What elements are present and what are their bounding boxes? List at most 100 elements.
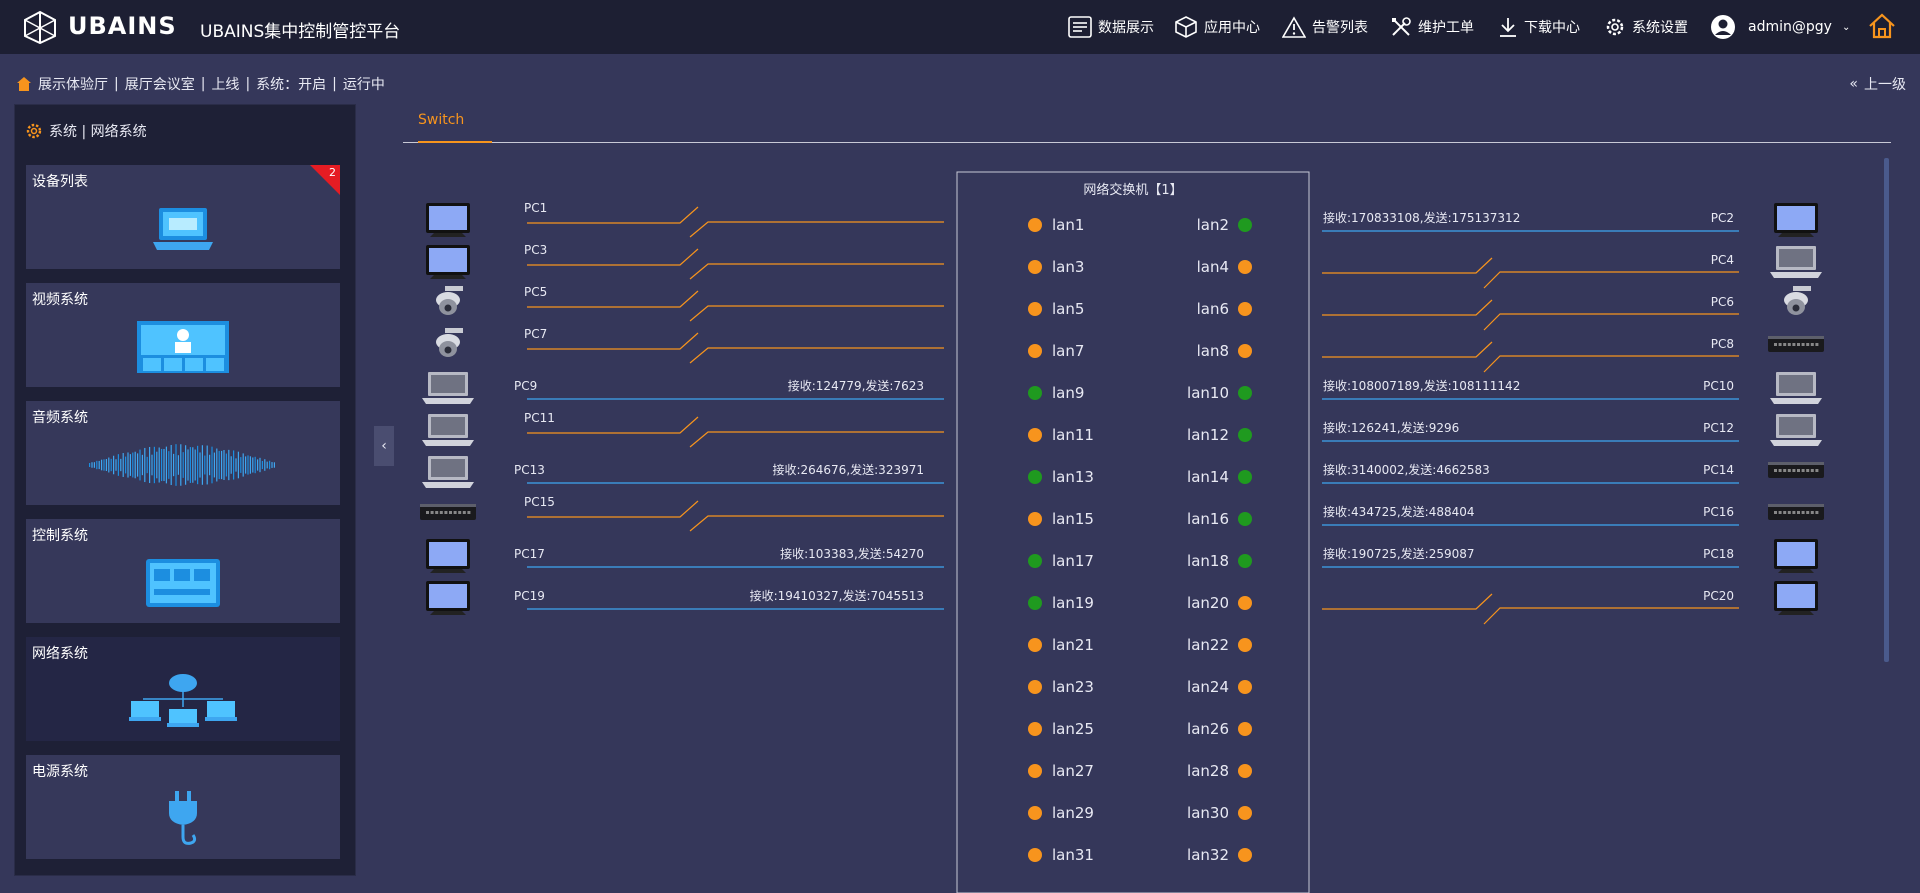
port-label: lan2 (1197, 216, 1229, 234)
port-lan12: lan12 (1187, 426, 1252, 444)
device-name: PC15 (524, 495, 555, 509)
breadcrumb-separator: | (200, 76, 206, 92)
port-status-dot (1028, 722, 1042, 736)
port-lan10: lan10 (1187, 384, 1252, 402)
cube-icon (1175, 16, 1197, 38)
sidebar-card-video-system[interactable]: 视频系统 (26, 283, 340, 387)
scrollbar[interactable] (1884, 158, 1889, 662)
port-status-dot (1028, 806, 1042, 820)
device-pc5[interactable]: PC5 (436, 285, 944, 322)
device-pc14[interactable]: 接收:3140002,发送:4662583 PC14 (1322, 462, 1824, 484)
device-pc13[interactable]: PC13 接收:264676,发送:323971 (422, 456, 944, 488)
port-status-dot (1238, 260, 1252, 274)
breadcrumb-status: 系统：开启 (256, 77, 327, 93)
device-pc9[interactable]: PC9 接收:124779,发送:7623 (422, 372, 944, 404)
port-label: lan20 (1187, 594, 1229, 612)
device-pc16[interactable]: 接收:434725,发送:488404 PC16 (1322, 504, 1824, 526)
device-traffic: 接收:264676,发送:323971 (772, 462, 924, 477)
port-lan25: lan25 (1028, 720, 1094, 738)
device-pc2[interactable]: 接收:170833108,发送:175137312 PC2 (1322, 203, 1818, 237)
user-menu[interactable]: admin@pgy ⌄ (1710, 0, 1850, 54)
device-pc7[interactable]: PC7 (436, 327, 944, 364)
port-lan22: lan22 (1187, 636, 1252, 654)
port-lan30: lan30 (1187, 804, 1252, 822)
breadcrumb-item[interactable]: 展厅会议室 (124, 77, 195, 93)
port-status-dot (1028, 344, 1042, 358)
port-status-dot (1028, 260, 1042, 274)
port-label: lan32 (1187, 846, 1229, 864)
sidebar-collapse-button[interactable]: ‹ (374, 426, 394, 466)
broken-link-line (527, 206, 699, 224)
port-label: lan9 (1052, 384, 1084, 402)
tab-switch[interactable]: Switch (418, 112, 465, 128)
port-status-dot (1238, 302, 1252, 316)
sidebar-card-network-system[interactable]: 网络系统 (26, 637, 340, 741)
home-icon[interactable] (1868, 12, 1896, 40)
top-bar: UBAINS UBAINS集中控制管控平台 数据展示 应用中心 告警列表 维护工… (0, 0, 1920, 54)
port-lan15: lan15 (1028, 510, 1094, 528)
sidebar-card-device-list[interactable]: 设备列表 2 (26, 165, 340, 269)
camera-icon (436, 328, 463, 357)
sidebar-card-power-system[interactable]: 电源系统 (26, 755, 340, 859)
port-status-dot (1028, 386, 1042, 400)
port-lan6: lan6 (1197, 300, 1252, 318)
breadcrumb-item[interactable]: 展示体验厅 (38, 77, 108, 93)
port-label: lan5 (1052, 300, 1084, 318)
sidebar-card-audio-system[interactable]: 音频系统 (26, 401, 340, 505)
port-lan27: lan27 (1028, 762, 1094, 780)
nav-data-display[interactable]: 数据展示 (1068, 0, 1154, 54)
device-pc19[interactable]: PC19 接收:19410327,发送:7045513 (426, 581, 944, 615)
device-name: PC19 (514, 589, 545, 603)
device-pc17[interactable]: PC17 接收:103383,发送:54270 (426, 539, 944, 573)
port-lan31: lan31 (1028, 846, 1094, 864)
port-status-dot (1238, 554, 1252, 568)
broken-link-line (1483, 355, 1739, 373)
port-label: lan23 (1052, 678, 1094, 696)
device-pc15[interactable]: PC15 (420, 495, 944, 532)
device-name: PC16 (1703, 505, 1734, 519)
nav-alarm-list[interactable]: 告警列表 (1282, 0, 1368, 54)
device-pc12[interactable]: 接收:126241,发送:9296 PC12 (1322, 414, 1822, 446)
port-lan20: lan20 (1187, 594, 1252, 612)
port-status-dot (1028, 470, 1042, 484)
port-lan24: lan24 (1187, 678, 1252, 696)
port-status-dot (1238, 722, 1252, 736)
device-pc1[interactable]: PC1 (426, 201, 944, 238)
device-name: PC8 (1711, 337, 1734, 351)
port-lan2: lan2 (1197, 216, 1252, 234)
port-lan3: lan3 (1028, 258, 1084, 276)
device-pc10[interactable]: 接收:108007189,发送:108111142 PC10 (1322, 372, 1822, 404)
camera-icon (1784, 286, 1811, 315)
laptop-icon (1770, 414, 1822, 446)
home-icon[interactable] (16, 76, 32, 92)
port-status-dot (1028, 680, 1042, 694)
port-label: lan7 (1052, 342, 1084, 360)
device-pc6[interactable]: PC6 (1322, 286, 1811, 331)
device-pc3[interactable]: PC3 (426, 243, 944, 280)
nav-download-center[interactable]: 下载中心 (1498, 0, 1580, 54)
back-button[interactable]: « 上一级 (1849, 74, 1906, 94)
switch-box (956, 171, 1310, 893)
device-pc18[interactable]: 接收:190725,发送:259087 PC18 (1322, 539, 1818, 573)
sidebar-card-control-system[interactable]: 控制系统 (26, 519, 340, 623)
device-pc11[interactable]: PC11 (422, 411, 944, 448)
nav-system-settings[interactable]: 系统设置 (1604, 0, 1688, 54)
nav-maintenance[interactable]: 维护工单 (1390, 0, 1474, 54)
broken-link-line (527, 332, 699, 350)
port-lan1: lan1 (1028, 216, 1084, 234)
device-pc8[interactable]: PC8 (1322, 336, 1824, 373)
laptop-icon (1770, 372, 1822, 404)
nav-app-center[interactable]: 应用中心 (1174, 0, 1260, 54)
device-pc20[interactable]: PC20 (1322, 581, 1818, 625)
breadcrumb: 展示体验厅 | 展厅会议室 | 上线 | 系统：开启 | 运行中 (16, 74, 385, 94)
broken-link-line (527, 416, 699, 434)
power-plug-icon (26, 779, 340, 859)
port-label: lan6 (1197, 300, 1229, 318)
port-lan29: lan29 (1028, 804, 1094, 822)
device-pc4[interactable]: PC4 (1322, 246, 1822, 289)
device-traffic: 接收:190725,发送:259087 (1323, 546, 1475, 561)
broken-link-line (689, 431, 944, 448)
double-chevron-left-icon: « (1849, 76, 1858, 92)
tablet-icon (426, 245, 470, 279)
